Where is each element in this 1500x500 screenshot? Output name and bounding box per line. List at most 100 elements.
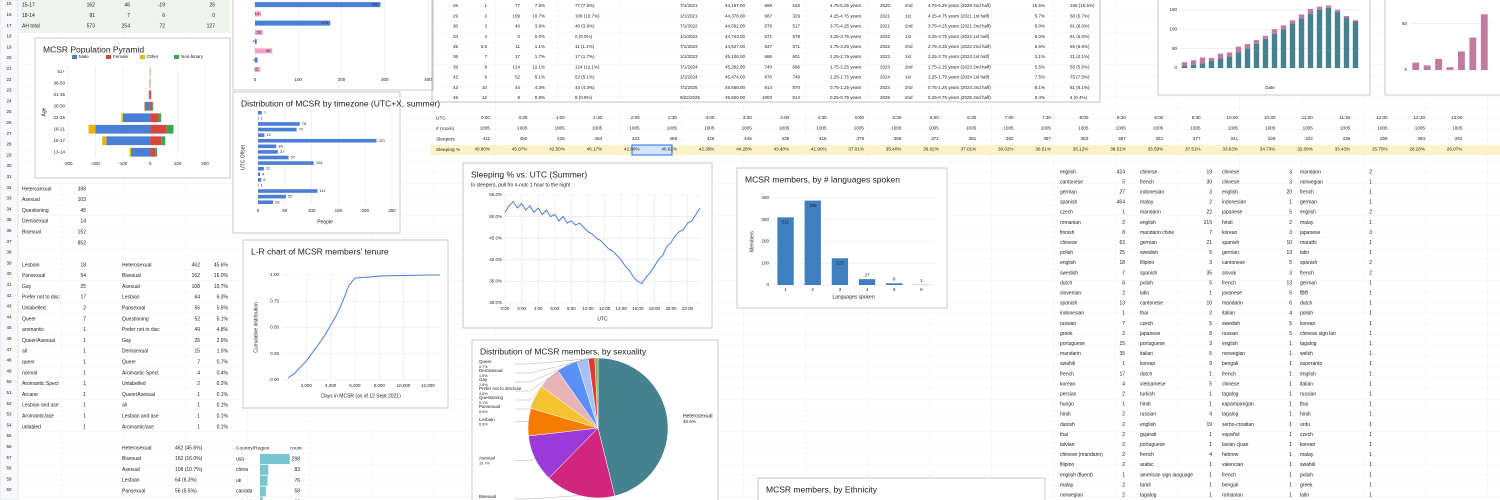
table-cell: 75 (7.5%) bbox=[1070, 75, 1090, 80]
table-cell: Bisexual bbox=[122, 456, 141, 462]
bar bbox=[1298, 18, 1305, 68]
row-number: 49 bbox=[6, 368, 12, 373]
table-cell: 1 bbox=[1369, 381, 1372, 387]
table-cell: 2.25-2.75 years bbox=[830, 54, 862, 59]
table-cell: 1 bbox=[1209, 371, 1212, 377]
x-tick-label: 0 bbox=[149, 161, 152, 166]
highlight-row bbox=[430, 145, 1500, 155]
y-tick-label: 40.0% bbox=[489, 257, 502, 262]
table-cell: 1 bbox=[83, 349, 86, 355]
row-number: 55 bbox=[6, 433, 12, 438]
bar bbox=[1280, 29, 1287, 69]
table-cell: gujarati bbox=[1140, 432, 1156, 438]
table-cell: 870 bbox=[764, 75, 772, 80]
table-cell: 124 (12.1%) bbox=[575, 64, 600, 69]
table-cell: 1 bbox=[1369, 452, 1372, 458]
table-cell: 870 bbox=[792, 85, 800, 90]
table-cell: malay bbox=[1140, 200, 1154, 206]
leader-line bbox=[515, 365, 568, 392]
table-cell: 35.12% bbox=[1073, 147, 1089, 152]
legend-label: Other bbox=[147, 54, 159, 59]
bar bbox=[1190, 60, 1197, 65]
selected-cell[interactable] bbox=[631, 144, 673, 156]
table-cell: 81 (8.0%) bbox=[1070, 24, 1090, 29]
y-tick-label: 18-21 bbox=[53, 126, 65, 131]
table-cell: latin bbox=[1140, 291, 1149, 297]
bar bbox=[131, 147, 151, 157]
table-cell: tamil bbox=[1140, 482, 1151, 488]
table-cell: english bbox=[1140, 422, 1156, 428]
bar bbox=[255, 20, 331, 26]
table-cell: 9:00 bbox=[1154, 115, 1163, 120]
table-cell: 3.9% bbox=[535, 24, 545, 29]
table-cell: 1005 bbox=[1340, 126, 1351, 131]
data-label: 57 bbox=[291, 155, 296, 160]
data-label: 78 bbox=[302, 121, 307, 126]
table-cell: french bbox=[1060, 371, 1074, 377]
bar bbox=[258, 127, 297, 132]
table-cell: 12 bbox=[482, 95, 488, 100]
table-cell: 3 bbox=[1209, 190, 1212, 196]
table-cell: 33.63% bbox=[1222, 147, 1238, 152]
table-cell: 1 bbox=[1369, 331, 1372, 337]
bar bbox=[258, 150, 278, 154]
table-cell: indonesian bbox=[1140, 190, 1164, 196]
table-cell: 4 (0.4%) bbox=[1070, 95, 1088, 100]
table-cell: 637 bbox=[764, 44, 772, 49]
slice-value: 45.6% bbox=[683, 419, 696, 424]
table-cell: 8:00 bbox=[1079, 115, 1088, 120]
bar bbox=[122, 113, 151, 123]
table-cell: 108 (10.7%) bbox=[175, 467, 203, 473]
table-cell: 5 bbox=[1122, 179, 1125, 185]
leader-line bbox=[515, 359, 583, 383]
table-cell: 7 bbox=[1122, 321, 1125, 327]
table-cell: 1 bbox=[1369, 280, 1372, 286]
table-cell: turkish bbox=[1140, 392, 1155, 398]
table-cell: italian bbox=[1222, 311, 1235, 317]
chart-frame bbox=[462, 162, 713, 329]
table-cell: 9 bbox=[484, 75, 487, 80]
table-cell: 1 bbox=[1209, 482, 1212, 488]
table-cell: cantonese bbox=[1060, 179, 1083, 185]
table-cell: 462 bbox=[192, 262, 201, 268]
x-tick-label: 16:00 bbox=[632, 306, 644, 311]
table-cell: 10:30 bbox=[1264, 115, 1276, 120]
leader-line bbox=[515, 358, 592, 374]
table-cell: 740 bbox=[764, 64, 772, 69]
table-cell: 1.1% bbox=[535, 44, 545, 49]
table-cell: 3 bbox=[1289, 169, 1292, 175]
table-cell: 1005 bbox=[1265, 126, 1276, 131]
x-tick-label: 200 bbox=[201, 161, 209, 166]
bar bbox=[152, 101, 154, 111]
x-tick-label: 12:00 bbox=[599, 306, 611, 311]
bar bbox=[1226, 56, 1233, 68]
y-axis-label: Cumulative distribution bbox=[253, 302, 259, 353]
table-cell: mandarin bbox=[1300, 169, 1321, 175]
bar bbox=[1181, 62, 1188, 67]
table-cell: latvian bbox=[1060, 442, 1075, 448]
table-cell: Arcane bbox=[22, 392, 38, 398]
table-cell: 9:30 bbox=[1192, 115, 1201, 120]
row-number: 23 bbox=[6, 88, 12, 93]
table-cell: 2 bbox=[1122, 442, 1125, 448]
table-cell: 6 bbox=[1289, 301, 1292, 307]
table-cell: 35 bbox=[1119, 351, 1125, 357]
table-cell: 1.7% bbox=[535, 54, 545, 59]
bar bbox=[258, 138, 377, 143]
table-cell: 37.51% bbox=[1185, 147, 1201, 152]
table-cell: 14 bbox=[80, 219, 86, 225]
table-cell: 1005 bbox=[1003, 126, 1014, 131]
slice-value: 10.7% bbox=[479, 461, 490, 465]
table-cell: 5.5% bbox=[1035, 64, 1045, 69]
table-cell: 687 bbox=[764, 13, 772, 18]
table-cell: french bbox=[1140, 179, 1154, 185]
table-cell: 45.07% bbox=[512, 147, 528, 152]
table-cell: 1 bbox=[1289, 351, 1292, 357]
table-cell: portuguese bbox=[1140, 341, 1165, 347]
table-cell: 162 bbox=[87, 2, 96, 8]
table-cell: malay bbox=[1300, 452, 1314, 458]
table-cell: 2 bbox=[197, 381, 200, 387]
table-cell: latin bbox=[1300, 250, 1309, 256]
table-cell: 26 bbox=[194, 338, 200, 344]
table-cell: french bbox=[1222, 280, 1236, 286]
